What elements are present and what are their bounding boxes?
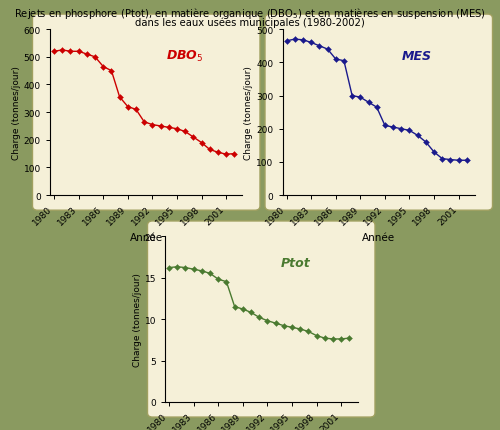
Text: DBO$_5$: DBO$_5$ <box>166 49 203 64</box>
Text: Ptot: Ptot <box>280 256 310 269</box>
Text: dans les eaux usées municipales (1980-2002): dans les eaux usées municipales (1980-20… <box>135 17 365 28</box>
Y-axis label: Charge (tonnes/jour): Charge (tonnes/jour) <box>244 66 254 160</box>
Text: Rejets en phosphore (Ptot), en matière organique (DBO$_5$) et en matières en sus: Rejets en phosphore (Ptot), en matière o… <box>14 6 486 22</box>
X-axis label: Année: Année <box>362 233 396 243</box>
Text: MES: MES <box>402 50 432 63</box>
Y-axis label: Charge (tonnes/jour): Charge (tonnes/jour) <box>12 66 21 160</box>
X-axis label: Année: Année <box>130 233 163 243</box>
Y-axis label: Charge (tonnes/jour): Charge (tonnes/jour) <box>132 273 141 366</box>
